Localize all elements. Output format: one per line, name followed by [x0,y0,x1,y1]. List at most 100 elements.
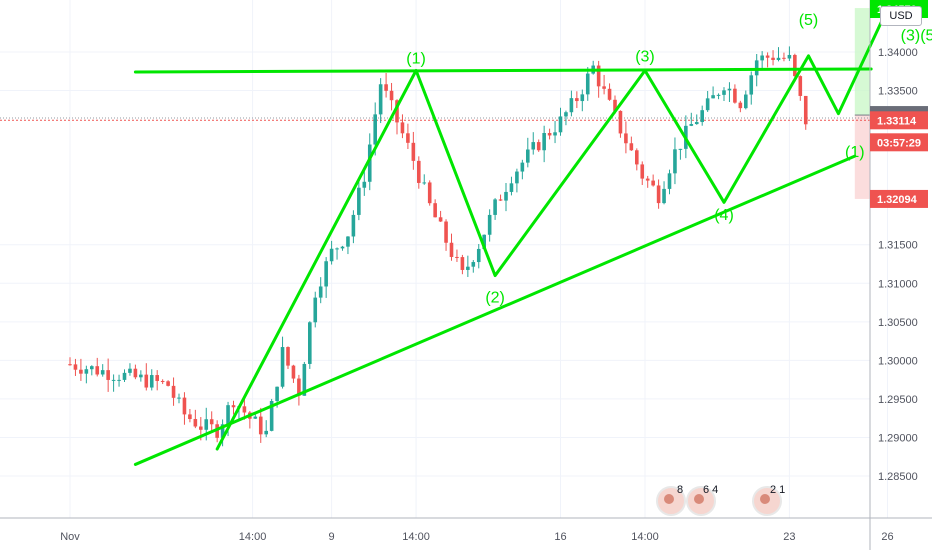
candle-body [787,54,792,59]
candle-body [362,181,367,188]
candle-body [504,191,508,201]
candle-body [585,73,590,95]
candle-body [498,199,503,201]
candle-body [744,94,748,109]
candle-body [286,347,290,366]
candle-body [73,364,78,370]
x-tick-label: 9 [329,531,335,543]
x-tick-label: 16 [554,531,566,543]
candle-body [291,365,296,379]
candle-body [144,374,149,388]
candle-body [515,171,519,184]
y-tick-label: 1.34000 [878,47,918,59]
candle-body [487,214,492,235]
current-price-tag-bg [870,111,928,130]
candle-body [471,262,476,267]
candle-body [444,221,448,243]
candle-body [177,397,181,399]
candle-body [155,375,159,381]
candle-body [308,322,312,364]
candle-body [373,114,377,145]
countdown-tag: 03:57:29 [877,137,921,149]
candle-body [106,370,110,380]
wave-lines [133,7,922,466]
candle-body [782,57,786,59]
candle-body [182,397,187,415]
candle-body [253,416,258,419]
candle-body [133,368,138,378]
candle-body [384,84,388,91]
candle-body [302,363,307,396]
economic-event-icon[interactable] [686,486,716,516]
candle-body [204,419,209,430]
candle-body [569,98,574,113]
candle-body [193,419,198,427]
candle-body [694,122,699,125]
candle-body [624,133,628,144]
candle-body [558,116,563,133]
candle-body [422,182,427,184]
wave-labels: (1) (2) (3) (4) (5) (1) (3)(5) [406,12,932,307]
countdown-tag-bg [870,133,928,152]
candle-body [417,160,421,183]
y-tick-label: 1.29000 [878,432,918,444]
candle-body [231,405,236,408]
candle-body [188,414,192,420]
candle-body [171,385,176,398]
candle-body [166,381,170,386]
candle-body [117,379,121,381]
candle-body [493,199,497,215]
candle-body [738,102,743,109]
candle-body [771,57,775,61]
candle-body [618,110,623,134]
wave-line-neckline [133,67,873,74]
candle-body [754,60,759,76]
candle-body [378,84,383,115]
wave-label: (1) [406,51,426,68]
candle-body [667,173,672,189]
currency-badge[interactable]: USD [880,6,922,26]
candle-body [542,133,546,151]
candle-body [662,188,666,204]
candle-body [215,424,219,438]
wave-line-trendline [133,154,857,466]
candle-body [580,94,585,102]
candle-body [149,375,154,388]
candle-body [95,366,100,375]
candle-body [678,148,683,150]
wave-label: (3)(5) [901,27,932,44]
candle-body [258,416,263,435]
candle-body [79,369,83,374]
economic-event-icon[interactable] [752,486,782,516]
candle-body [733,88,737,103]
candle-body [406,133,410,143]
candle-body [122,372,127,380]
candle-body [389,90,394,101]
candle-body [547,133,552,136]
y-tick-label: 1.28500 [878,471,918,483]
candle-body [84,369,89,374]
candle-body [128,368,132,373]
candle-body [318,286,323,298]
candle-body [313,297,318,323]
event-count: 6 4 [703,484,719,496]
candle-body [100,370,105,375]
candle-body [564,112,568,117]
candle-body [509,183,514,192]
y-tick-label: 1.30000 [878,355,918,367]
candle-body [111,379,116,381]
candle-body [602,86,606,89]
candle-body [722,90,726,95]
candle-body [340,246,345,249]
y-tick-label: 1.33500 [878,86,918,98]
candle-body [438,217,443,222]
x-tick-label: 14:00 [239,531,267,543]
candle-body [635,150,639,165]
wave-label: (2) [485,290,505,307]
economic-event-icon[interactable] [656,486,686,516]
candle-body [280,347,285,387]
candle-body [803,95,808,125]
wave-label: (5) [799,12,819,29]
